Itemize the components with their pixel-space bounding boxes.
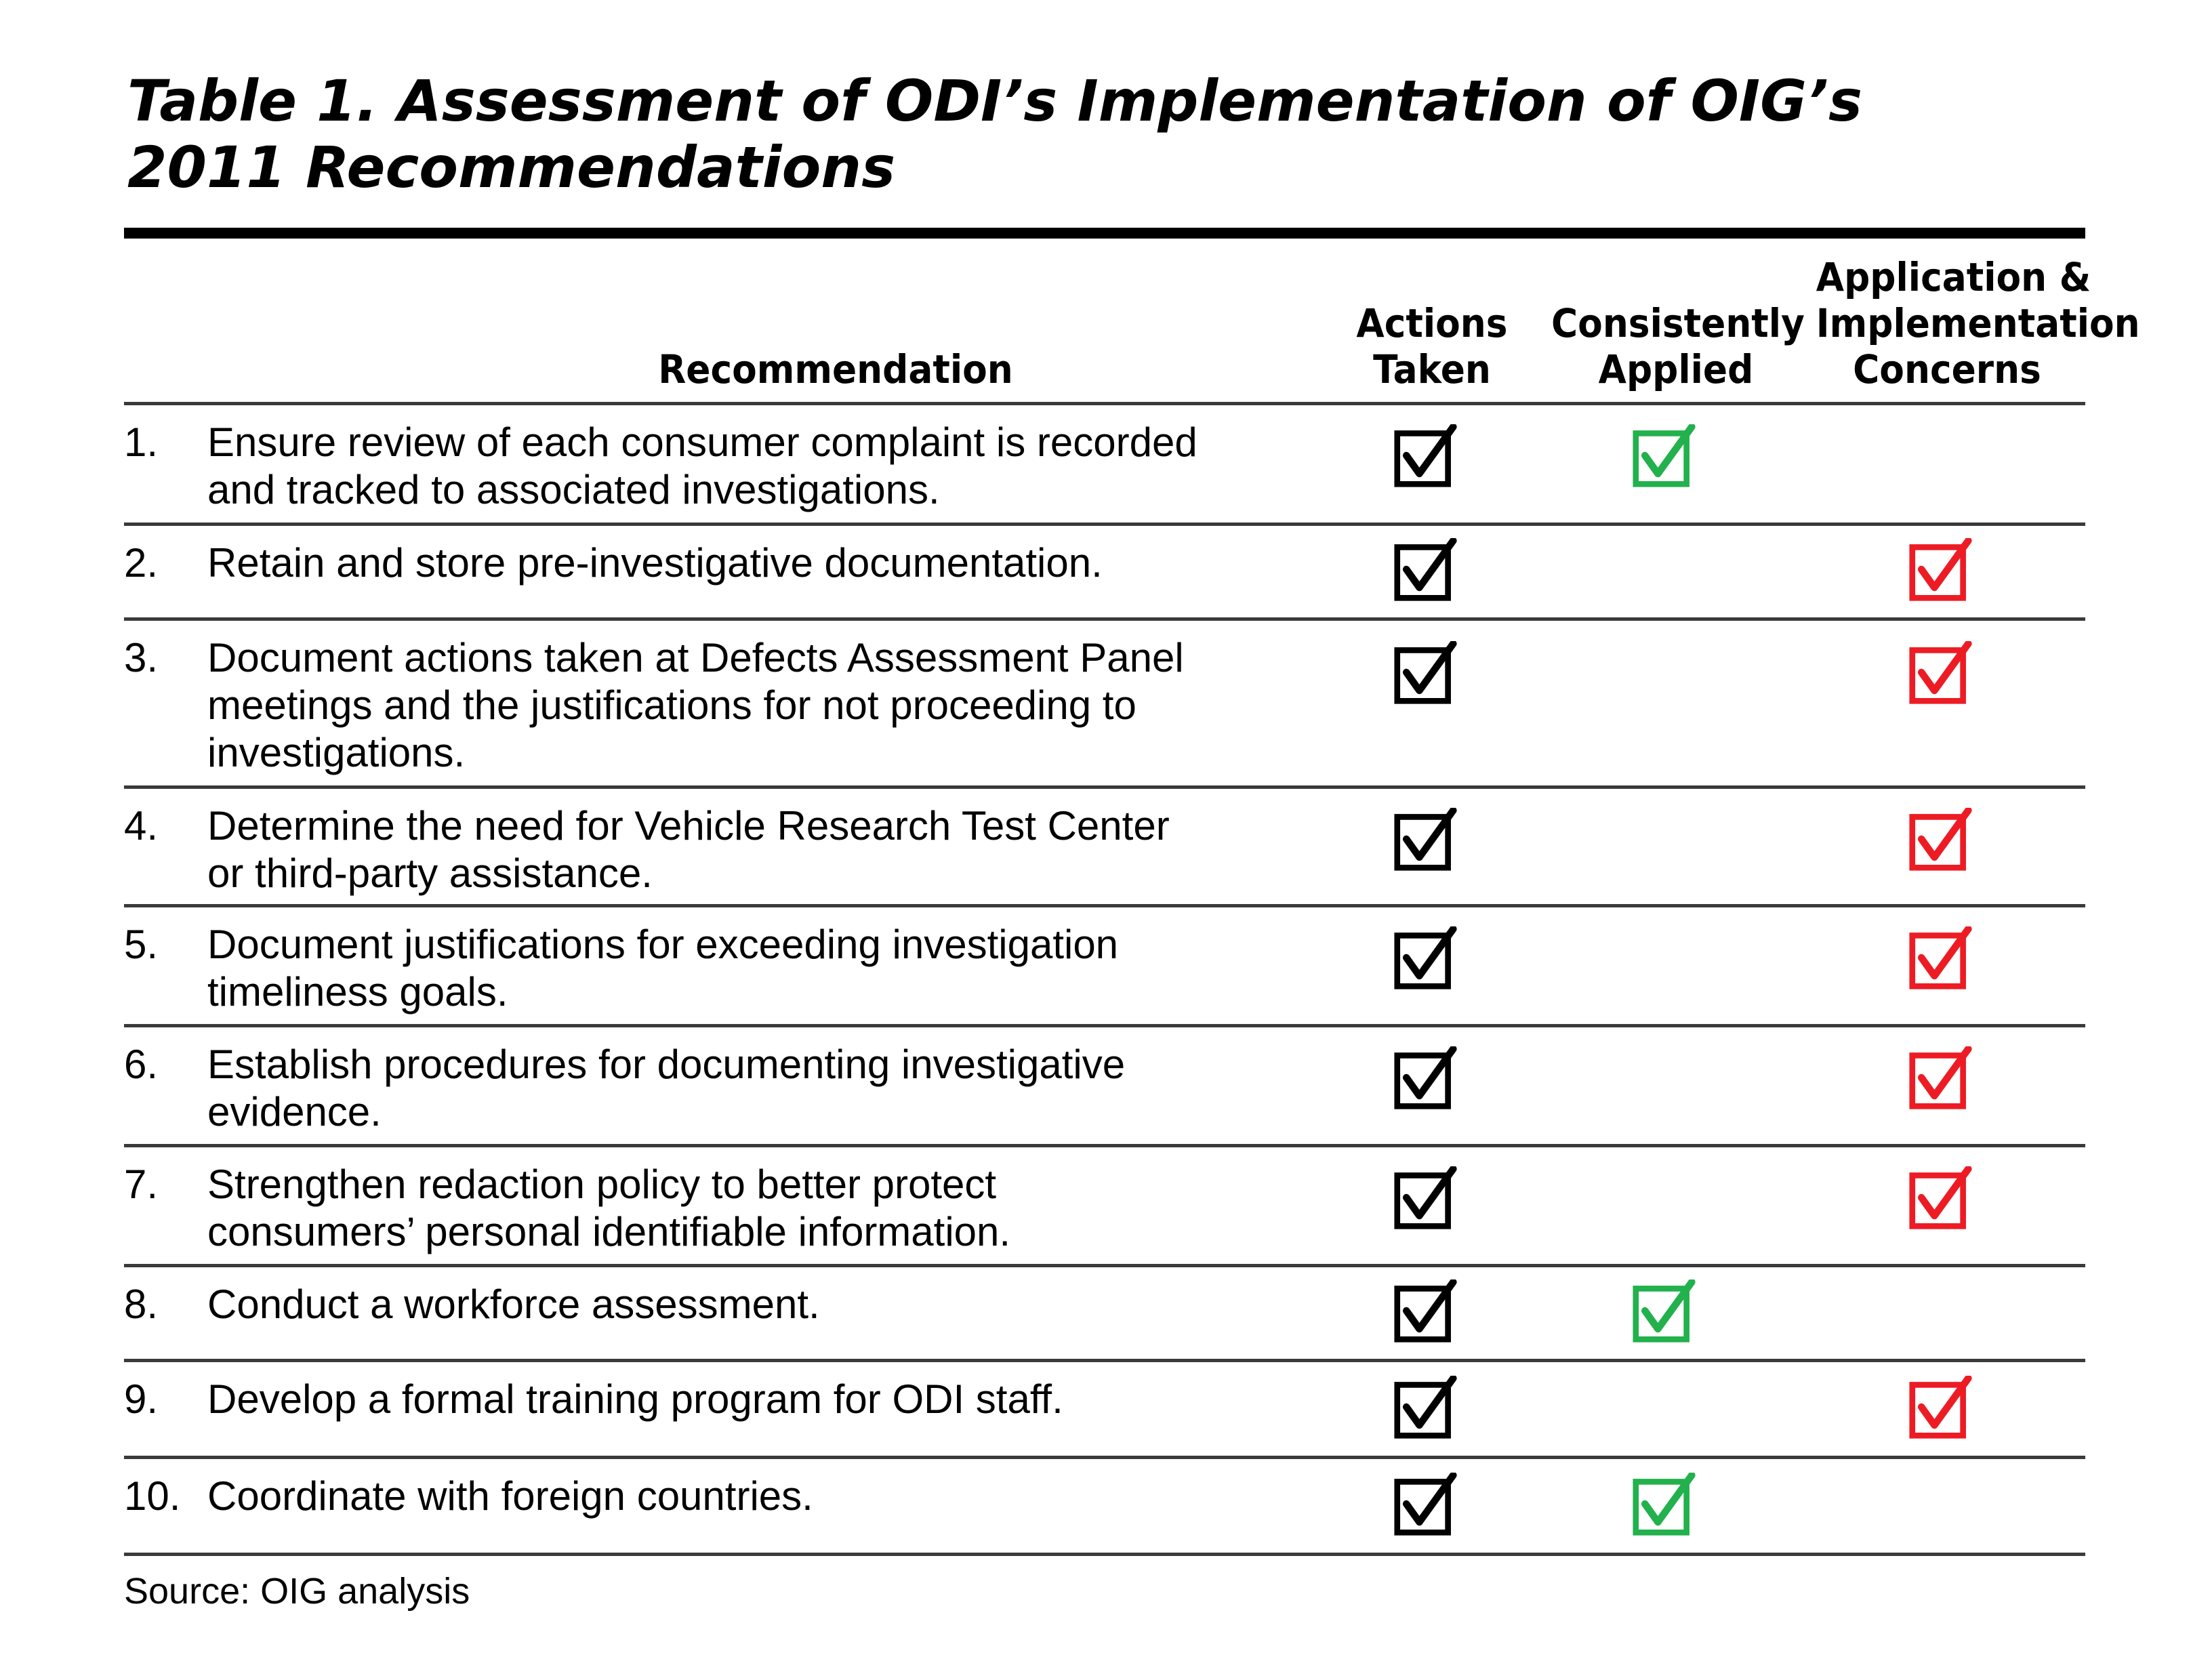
- consistently-applied-check-icon: [1632, 424, 1697, 489]
- recommendation-text-line: Retain and store pre-investigative docum…: [207, 540, 1103, 586]
- recommendation-number: 2.: [124, 540, 159, 586]
- recommendation-text-line: Conduct a workforce assessment.: [207, 1282, 820, 1327]
- header-recommendation: Recommendation: [658, 346, 1013, 392]
- actions-taken-check-icon: [1393, 1279, 1458, 1345]
- recommendation-number: 7.: [124, 1162, 159, 1207]
- recommendation-text: Ensure review of each consumer complaint…: [207, 419, 1400, 514]
- recommendation-text-line: timeliness goals.: [207, 969, 508, 1015]
- recommendation-text-line: or third-party assistance.: [207, 851, 653, 896]
- recommendation-text-line: Develop a formal training program for OD…: [207, 1376, 1063, 1422]
- recommendations-table: Recommendation Actions Taken Consistentl…: [124, 239, 2140, 1556]
- recommendation-text: Strengthen redaction policy to better pr…: [207, 1161, 1400, 1256]
- concerns-check-icon: [1908, 538, 1973, 603]
- recommendation-text: Determine the need for Vehicle Research …: [207, 802, 1400, 897]
- recommendation-text-line: Determine the need for Vehicle Research …: [207, 803, 1170, 848]
- recommendation-number: 5.: [124, 922, 159, 967]
- table-row: 2. Retain and store pre-investigative doc…: [124, 526, 2085, 621]
- recommendation-number: 3.: [124, 635, 159, 680]
- consistently-applied-check-icon: [1632, 1279, 1697, 1345]
- actions-taken-check-icon: [1393, 424, 1458, 489]
- concerns-check-icon: [1908, 926, 1973, 991]
- recommendation-text-line: consumers’ personal identifiable informa…: [207, 1209, 1011, 1254]
- recommendation-text-line: Strengthen redaction policy to better pr…: [207, 1162, 997, 1207]
- recommendation-number: 10.: [124, 1473, 181, 1519]
- actions-taken-check-icon: [1393, 538, 1458, 603]
- concerns-check-icon: [1908, 1376, 1973, 1441]
- source-note: Source: OIG analysis: [124, 1571, 470, 1612]
- recommendation-number: 8.: [124, 1282, 159, 1327]
- table-title-line-1: Table 1. Assessment of ODI’s Implementat…: [127, 68, 1862, 134]
- header-actions-taken: Actions Taken: [1356, 300, 1508, 392]
- table-row: 6. Establish procedures for documenting i…: [124, 1027, 2085, 1147]
- header-application-concerns: Application & Implementation Concerns: [1816, 254, 2140, 392]
- recommendation-text: Document actions taken at Defects Assess…: [207, 634, 1400, 777]
- table-title: Table 1. Assessment of ODI’s Implementat…: [127, 68, 1957, 201]
- concerns-check-icon: [1908, 1046, 1973, 1111]
- concerns-check-icon: [1908, 1166, 1973, 1231]
- recommendation-text: Document justifications for exceeding in…: [207, 921, 1400, 1016]
- actions-taken-check-icon: [1393, 641, 1458, 706]
- recommendation-text-line: and tracked to associated investigations…: [207, 467, 940, 512]
- consistently-applied-check-icon: [1632, 1473, 1697, 1538]
- actions-taken-check-icon: [1393, 808, 1458, 873]
- table-row: 1. Ensure review of each consumer complai…: [124, 405, 2085, 526]
- actions-taken-check-icon: [1393, 1046, 1458, 1111]
- recommendation-text-line: Document actions taken at Defects Assess…: [207, 635, 1184, 680]
- actions-taken-check-icon: [1393, 1376, 1458, 1441]
- table-row: 7. Strengthen redaction policy to better …: [124, 1147, 2085, 1267]
- recommendation-text-line: Document justifications for exceeding in…: [207, 922, 1119, 967]
- table-title-line-2: 2011 Recommendations: [127, 134, 896, 201]
- recommendation-number: 4.: [124, 803, 159, 848]
- table-row: 8. Conduct a workforce assessment.: [124, 1267, 2085, 1362]
- table-body: 1. Ensure review of each consumer complai…: [124, 405, 2085, 1556]
- concerns-check-icon: [1908, 641, 1973, 706]
- recommendation-number: 1.: [124, 419, 159, 465]
- actions-taken-check-icon: [1393, 926, 1458, 991]
- table-header-row: Recommendation Actions Taken Consistentl…: [124, 239, 2140, 405]
- table-row: 10. Coordinate with foreign countries.: [124, 1459, 2085, 1556]
- top-rule: [124, 228, 2085, 239]
- recommendation-text: Conduct a workforce assessment.: [207, 1281, 1400, 1328]
- actions-taken-check-icon: [1393, 1473, 1458, 1538]
- recommendation-text: Establish procedures for documenting inv…: [207, 1041, 1400, 1136]
- recommendation-text-line: meetings and the justifications for not …: [207, 682, 1136, 728]
- recommendation-number: 6.: [124, 1042, 159, 1087]
- header-consistently-applied: Consistently Applied: [1551, 300, 1805, 392]
- recommendation-text: Coordinate with foreign countries.: [207, 1473, 1400, 1520]
- recommendation-text-line: Establish procedures for documenting inv…: [207, 1042, 1126, 1087]
- recommendation-text-line: evidence.: [207, 1089, 382, 1134]
- recommendation-text: Develop a formal training program for OD…: [207, 1376, 1400, 1423]
- recommendation-text: Retain and store pre-investigative docum…: [207, 539, 1400, 587]
- concerns-check-icon: [1908, 808, 1973, 873]
- table-row: 5. Document justifications for exceeding …: [124, 907, 2085, 1027]
- recommendation-number: 9.: [124, 1376, 159, 1422]
- table-row: 3. Document actions taken at Defects Asse…: [124, 621, 2085, 789]
- recommendation-text-line: Ensure review of each consumer complaint…: [207, 419, 1197, 465]
- actions-taken-check-icon: [1393, 1166, 1458, 1231]
- table-row: 9. Develop a formal training program for …: [124, 1362, 2085, 1459]
- recommendation-text-line: investigations.: [207, 730, 466, 775]
- table-row: 4. Determine the need for Vehicle Researc…: [124, 789, 2085, 907]
- recommendation-text-line: Coordinate with foreign countries.: [207, 1473, 813, 1519]
